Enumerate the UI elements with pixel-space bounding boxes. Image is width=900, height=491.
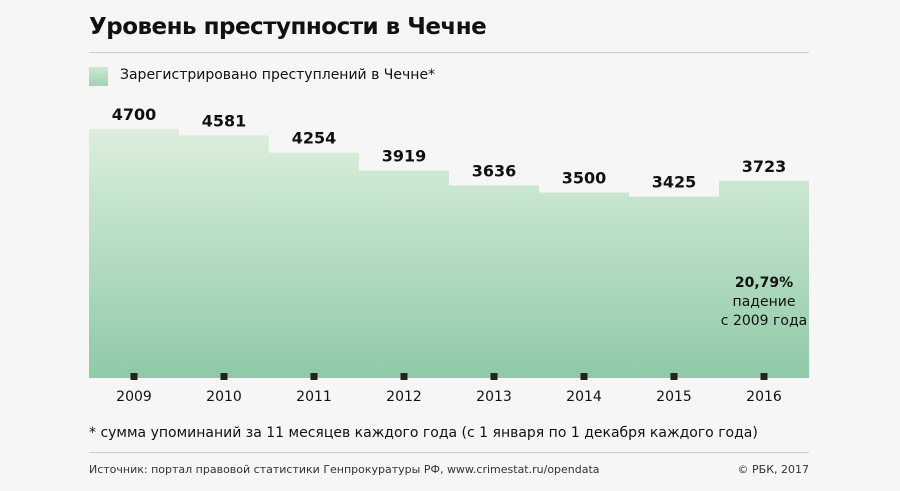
data-label-2014: 3500 <box>562 169 607 188</box>
annotation-line2: с 2009 года <box>720 313 808 329</box>
annotation-line1: падение <box>732 294 796 310</box>
bar-2015 <box>629 196 719 378</box>
bar-2013 <box>449 185 539 378</box>
x-tick-label-2014: 2014 <box>566 389 602 405</box>
tick-mark <box>580 373 588 380</box>
bar-2012 <box>359 170 449 378</box>
x-tick-label-2016: 2016 <box>746 389 782 405</box>
data-label-2013: 3636 <box>472 161 517 180</box>
tick-mark <box>670 373 678 380</box>
x-tick-label-2015: 2015 <box>656 389 692 405</box>
tick-mark <box>490 373 498 380</box>
annotation-value: 20,79% <box>734 275 794 291</box>
tick-mark <box>130 373 138 380</box>
bar-2014 <box>539 192 629 378</box>
bar-2010 <box>179 135 269 378</box>
x-tick-label-2010: 2010 <box>206 389 242 405</box>
data-label-2011: 4254 <box>292 129 337 148</box>
divider <box>89 52 809 53</box>
tick-mark <box>400 373 408 380</box>
tick-mark <box>760 373 768 380</box>
legend-swatch <box>89 67 108 86</box>
data-label-2012: 3919 <box>382 146 427 165</box>
x-tick-label-2009: 2009 <box>116 389 152 405</box>
bar-2009 <box>89 129 179 378</box>
footnote: * сумма упоминаний за 11 месяцев каждого… <box>89 425 758 441</box>
decline-annotation: 20,79% падение с 2009 года <box>719 274 809 331</box>
x-tick-label-2013: 2013 <box>476 389 512 405</box>
bar-2016 <box>719 180 809 378</box>
x-tick-label-2012: 2012 <box>386 389 422 405</box>
data-label-2016: 3723 <box>742 157 787 176</box>
legend-label: Зарегистрировано преступлений в Чечне* <box>120 67 436 83</box>
data-label-2015: 3425 <box>652 173 697 192</box>
data-label-2009: 4700 <box>112 105 157 124</box>
tick-mark <box>220 373 228 380</box>
divider <box>89 452 809 453</box>
data-label-2010: 4581 <box>202 111 247 130</box>
bar-2011 <box>269 152 359 378</box>
tick-mark <box>310 373 318 380</box>
x-tick-label-2011: 2011 <box>296 389 332 405</box>
chart-title: Уровень преступности в Чечне <box>89 14 487 40</box>
source: Источник: портал правовой статистики Ген… <box>89 463 600 476</box>
copyright: © РБК, 2017 <box>737 463 809 476</box>
